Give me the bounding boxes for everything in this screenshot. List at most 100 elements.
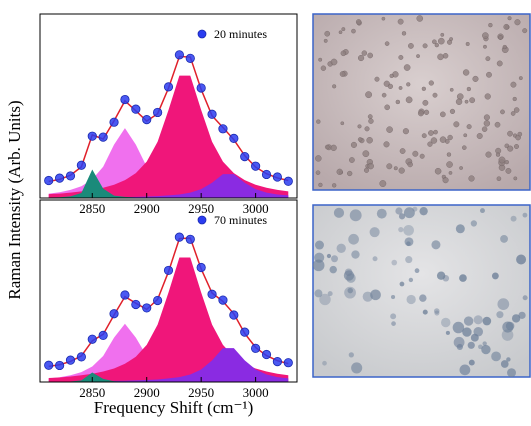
cell bbox=[318, 57, 323, 62]
stained-cell bbox=[467, 341, 475, 349]
cell bbox=[416, 54, 420, 59]
stained-cell bbox=[436, 271, 446, 280]
stained-cell bbox=[433, 308, 440, 314]
cell bbox=[347, 170, 353, 177]
x-axis-label: Frequency Shift (cm⁻¹) bbox=[94, 398, 253, 417]
cell bbox=[507, 145, 514, 152]
stained-cell bbox=[501, 329, 514, 341]
data-point bbox=[153, 295, 163, 306]
data-point bbox=[261, 349, 272, 360]
cell bbox=[448, 171, 453, 175]
stained-cell bbox=[462, 327, 472, 337]
stained-cell bbox=[412, 206, 418, 212]
y-axis-label: Raman Intensity (Arb. Units) bbox=[5, 100, 24, 299]
fit-component bbox=[48, 75, 289, 198]
stained-cell bbox=[453, 336, 465, 348]
data-point bbox=[207, 109, 217, 119]
cell bbox=[517, 131, 523, 137]
cell bbox=[431, 39, 437, 45]
cell bbox=[324, 30, 331, 37]
stained-cell bbox=[459, 364, 471, 376]
cell bbox=[421, 86, 426, 91]
cell bbox=[389, 73, 394, 79]
data-point bbox=[76, 160, 86, 170]
cell bbox=[434, 42, 439, 48]
stained-cell bbox=[405, 256, 413, 264]
image-frame bbox=[312, 13, 531, 191]
cell bbox=[522, 28, 528, 34]
cell bbox=[366, 136, 373, 144]
stained-cell bbox=[434, 310, 440, 316]
data-point bbox=[120, 94, 130, 105]
stained-cell bbox=[395, 207, 403, 215]
data-point bbox=[153, 107, 163, 118]
cell bbox=[502, 44, 507, 50]
cell bbox=[453, 121, 460, 128]
cell bbox=[466, 124, 472, 130]
fit-component bbox=[48, 372, 289, 382]
cell bbox=[440, 32, 445, 37]
x-tick-label: 2850 bbox=[79, 385, 105, 400]
data-point bbox=[98, 330, 108, 341]
cell bbox=[386, 163, 393, 170]
legend-marker bbox=[197, 215, 207, 225]
cell bbox=[455, 98, 463, 105]
cell bbox=[446, 161, 453, 168]
cell bbox=[357, 54, 365, 62]
data-point bbox=[142, 115, 152, 125]
stained-cell bbox=[399, 281, 405, 287]
stained-cell bbox=[351, 250, 360, 259]
cell bbox=[357, 124, 362, 129]
data-point bbox=[196, 262, 206, 273]
cell bbox=[423, 109, 430, 115]
fit-component bbox=[48, 348, 289, 382]
data-point bbox=[185, 234, 195, 244]
data-point bbox=[87, 334, 97, 344]
stained-cell bbox=[516, 254, 527, 265]
cell bbox=[340, 121, 345, 126]
cell bbox=[379, 180, 387, 188]
cell bbox=[367, 52, 374, 59]
stained-cell bbox=[406, 294, 416, 305]
stained-cell bbox=[500, 234, 508, 243]
cell bbox=[512, 96, 517, 102]
fit-component bbox=[48, 257, 289, 382]
plot-frame bbox=[39, 199, 298, 383]
stained-cell bbox=[322, 360, 327, 366]
data-point bbox=[76, 352, 86, 362]
data-point bbox=[174, 50, 184, 60]
data-point bbox=[229, 133, 239, 143]
stained-cell bbox=[329, 265, 337, 274]
cell bbox=[446, 152, 452, 157]
cell bbox=[401, 31, 407, 36]
cell bbox=[421, 133, 427, 139]
cell bbox=[482, 32, 489, 39]
cell bbox=[330, 58, 338, 66]
stained-cell bbox=[470, 220, 478, 227]
stained-cell bbox=[422, 309, 428, 315]
data-point bbox=[163, 265, 174, 276]
cell bbox=[407, 161, 413, 168]
data-point bbox=[283, 358, 293, 368]
legend-label: 20 minutes bbox=[214, 27, 267, 41]
cell bbox=[513, 176, 518, 181]
cell bbox=[510, 111, 516, 116]
stained-cell bbox=[406, 241, 411, 246]
cell bbox=[381, 16, 386, 21]
stained-cell bbox=[347, 287, 354, 294]
fit-component bbox=[48, 169, 289, 198]
cell bbox=[430, 137, 438, 144]
cell bbox=[330, 144, 337, 152]
stained-cell bbox=[398, 213, 406, 220]
stained-cell bbox=[403, 207, 415, 219]
cell bbox=[336, 168, 343, 175]
cell bbox=[483, 114, 490, 121]
x-tick-label: 3000 bbox=[243, 385, 269, 400]
data-point bbox=[142, 303, 152, 313]
x-tick-label: 2950 bbox=[188, 201, 214, 216]
cell bbox=[393, 166, 398, 171]
cell bbox=[461, 145, 467, 150]
cell bbox=[340, 50, 347, 57]
cell bbox=[437, 53, 444, 61]
cell bbox=[476, 132, 483, 140]
